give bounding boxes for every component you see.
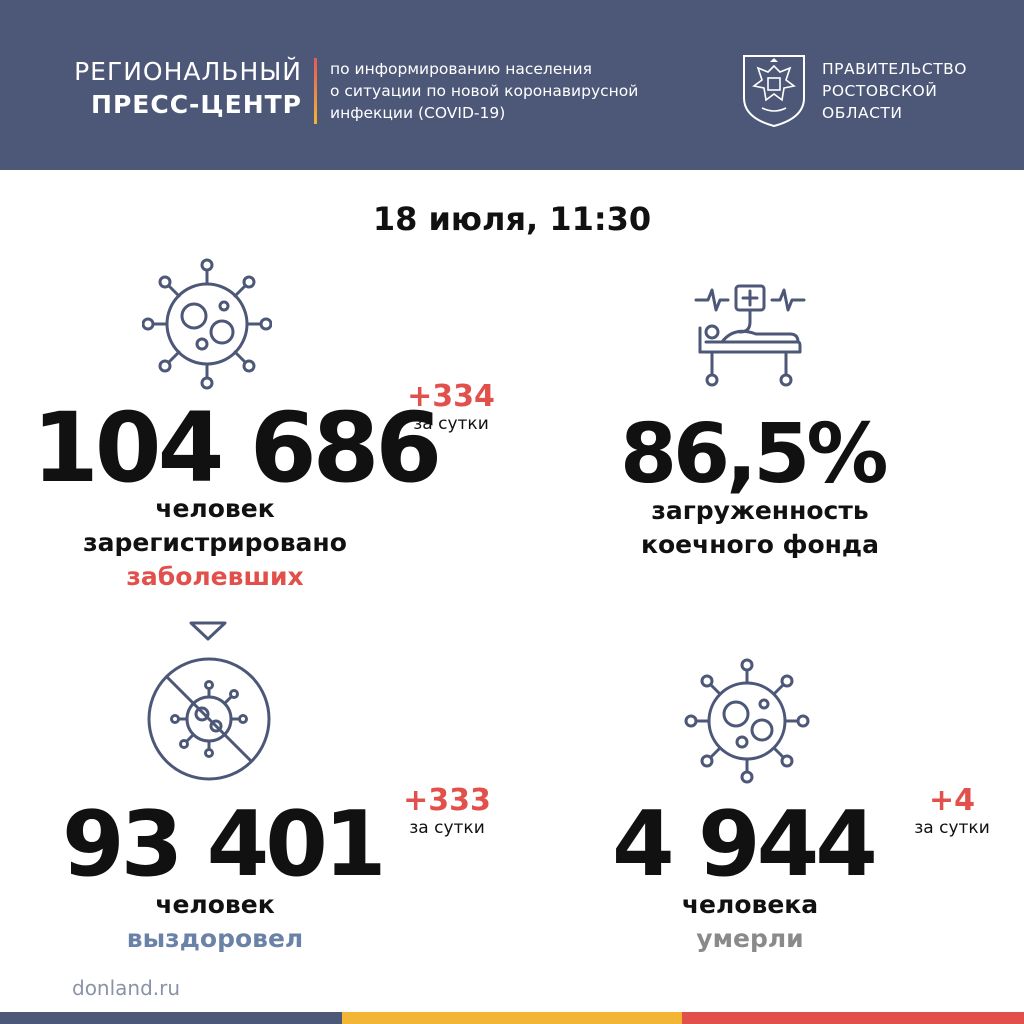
title-line-2: ПРЕСС-ЦЕНТР [91, 90, 302, 119]
hospital-bed-icon [694, 284, 806, 387]
recovered-line-2: выздоровел [126, 924, 304, 953]
footer-bar-blue [0, 1012, 342, 1024]
press-center-title: РЕГИОНАЛЬНЫЙ ПРЕСС-ЦЕНТР [74, 56, 302, 122]
cases-delta: +334 за сутки [396, 382, 506, 436]
header-subtitle: по информированию населения о ситуации п… [330, 58, 700, 124]
deaths-line-1: человека [681, 890, 819, 919]
recovered-delta-label: за сутки [409, 818, 485, 838]
report-date: 18 июля, 11:30 [372, 200, 652, 238]
deaths-delta-value: +4 [928, 783, 975, 818]
recovered-delta-value: +333 [403, 783, 491, 818]
triangle-down-icon [189, 621, 227, 641]
deaths-delta-label: за сутки [914, 818, 990, 838]
coat-of-arms-icon [743, 55, 805, 128]
gov-line-2: РОСТОВСКОЙ [822, 82, 938, 100]
footer-bar-yellow [342, 1012, 682, 1024]
cases-line-2: зарегистрировано [83, 528, 347, 557]
header-banner: РЕГИОНАЛЬНЫЙ ПРЕСС-ЦЕНТР по информирован… [0, 0, 1024, 170]
header-divider [314, 58, 317, 124]
footer-bar-red [682, 1012, 1024, 1024]
beds-line-2: коечного фонда [641, 530, 879, 559]
cases-total: 104 686 [32, 392, 442, 504]
gov-line-1: ПРАВИТЕЛЬСТВО [822, 60, 968, 78]
cases-description: человек зарегистрировано заболевших [0, 492, 430, 594]
deaths-description: человека умерли [550, 888, 950, 956]
virus-icon [684, 658, 810, 784]
deaths-line-2: умерли [696, 924, 804, 953]
beds-occupancy: 86,5% [620, 407, 888, 502]
subtitle-line-1: по информированию населения [330, 60, 592, 78]
recovered-delta: +333 за сутки [392, 786, 502, 840]
deaths-total: 4 944 [612, 792, 878, 897]
cases-line-3: заболевших [126, 562, 304, 591]
gov-line-3: ОБЛАСТИ [822, 104, 903, 122]
recovered-total: 93 401 [62, 792, 386, 897]
cases-delta-label: за сутки [413, 414, 489, 434]
deaths-delta: +4 за сутки [900, 786, 1004, 840]
footer-url[interactable]: donland.ru [72, 976, 181, 1000]
subtitle-line-3: инфекции (COVID-19) [330, 104, 506, 122]
recovered-line-1: человек [155, 890, 275, 919]
beds-line-1: загруженность [651, 496, 869, 525]
title-line-1: РЕГИОНАЛЬНЫЙ [74, 57, 302, 86]
subtitle-line-2: о ситуации по новой коронавирусной [330, 82, 639, 100]
cases-delta-value: +334 [407, 379, 495, 414]
virus-icon [142, 258, 272, 390]
virus-crossed-icon [147, 657, 271, 781]
recovered-description: человек выздоровел [0, 888, 430, 956]
government-name: ПРАВИТЕЛЬСТВО РОСТОВСКОЙ ОБЛАСТИ [822, 58, 967, 124]
cases-line-1: человек [155, 494, 275, 523]
beds-description: загруженность коечного фонда [560, 494, 960, 562]
